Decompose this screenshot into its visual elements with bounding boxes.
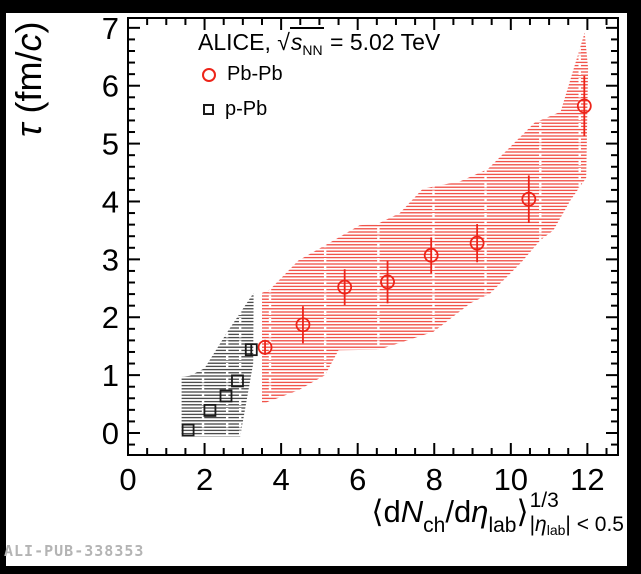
y-title-c: c bbox=[8, 33, 49, 52]
x-title-N: N bbox=[400, 494, 424, 529]
sqrt-radicand: sNN bbox=[289, 27, 324, 58]
y-title-mid: (fm/ bbox=[8, 51, 49, 124]
x-tick-label: 2 bbox=[196, 462, 213, 497]
y-tick-label: 7 bbox=[102, 11, 119, 46]
x-tick-label: 8 bbox=[426, 462, 443, 497]
y-tick-label: 2 bbox=[102, 300, 119, 335]
data-point-circle bbox=[423, 247, 439, 263]
data-point-circle bbox=[469, 235, 485, 251]
y-tick-label: 0 bbox=[102, 416, 119, 451]
legend: ALICE, √sNN = 5.02 TeV Pb-Pb p-Pb bbox=[196, 27, 476, 127]
x-title-slash-d: /d bbox=[445, 494, 472, 529]
legend-label-ppb: p-Pb bbox=[225, 98, 268, 120]
pbpb-data-points bbox=[257, 75, 592, 355]
axis-ticks bbox=[127, 18, 618, 455]
ppb-data-points bbox=[181, 343, 258, 437]
cond-bar: | bbox=[529, 513, 536, 537]
x-title-exponent: 1/3 bbox=[529, 489, 559, 512]
x-title-lab-sub: lab bbox=[488, 514, 517, 537]
cond-eta: η bbox=[535, 513, 547, 537]
legend-entry-pbpb: Pb-Pb bbox=[202, 63, 283, 86]
figure-id-watermark: ALI-PUB-338353 bbox=[4, 542, 145, 560]
data-point-circle bbox=[295, 317, 311, 333]
x-tick-label: 10 bbox=[494, 462, 528, 497]
angle-open: ⟨ bbox=[371, 494, 384, 529]
y-title-close: ) bbox=[8, 21, 49, 34]
data-point-square bbox=[244, 343, 258, 357]
data-point-circle bbox=[380, 274, 395, 290]
sqrt-s: s bbox=[290, 29, 303, 55]
y-tick-label: 3 bbox=[102, 242, 119, 277]
x-tick-label: 0 bbox=[119, 462, 136, 497]
sqrt-nn-subscript: NN bbox=[302, 42, 323, 58]
legend-energy-text: = 5.02 TeV bbox=[323, 29, 441, 55]
legend-alice-text: ALICE, bbox=[198, 29, 278, 55]
y-tick-label: 4 bbox=[102, 184, 119, 219]
x-title-eta: η bbox=[471, 494, 489, 529]
data-point-square bbox=[203, 404, 217, 417]
data-point-square bbox=[231, 374, 244, 388]
y-axis-title: τ (fm/c) bbox=[8, 22, 50, 137]
legend-header: ALICE, √sNN = 5.02 TeV bbox=[198, 27, 441, 58]
legend-label-pbpb: Pb-Pb bbox=[227, 63, 283, 85]
data-point-circle bbox=[337, 279, 353, 295]
x-title-exponent-stack: 1/3 |ηlab| < 0.5 bbox=[529, 489, 624, 538]
open-circle-marker-icon bbox=[202, 67, 216, 82]
sqrt-symbol: √ bbox=[277, 29, 290, 55]
data-point-circle bbox=[257, 339, 273, 355]
data-point-circle bbox=[521, 191, 537, 207]
ppb-syst-band bbox=[181, 292, 254, 437]
cond-lab-sub: lab bbox=[546, 522, 566, 539]
x-tick-label: 12 bbox=[570, 462, 604, 497]
x-title-condition: |ηlab| < 0.5 bbox=[530, 514, 624, 538]
x-tick-label: 4 bbox=[273, 462, 290, 497]
x-title-main: ⟨dNch/dηlab⟩ bbox=[371, 494, 529, 537]
x-tick-label: 6 bbox=[349, 462, 366, 497]
y-tick-label: 1 bbox=[102, 358, 119, 393]
x-title-d: d bbox=[383, 494, 401, 529]
x-title-ch-sub: ch bbox=[423, 514, 446, 537]
angle-close: ⟩ bbox=[516, 494, 529, 529]
data-point-square bbox=[181, 423, 195, 437]
y-tick-label: 5 bbox=[102, 127, 119, 162]
y-tick-label: 6 bbox=[102, 69, 119, 104]
y-title-tau: τ bbox=[8, 123, 49, 137]
legend-entry-ppb: p-Pb bbox=[203, 98, 267, 121]
data-point-square bbox=[219, 389, 233, 403]
cond-rest: | < 0.5 bbox=[565, 513, 624, 537]
x-axis-title: ⟨dNch/dηlab⟩ 1/3 |ηlab| < 0.5 bbox=[371, 489, 624, 540]
data-point-circle bbox=[576, 98, 592, 114]
open-square-marker-icon bbox=[203, 104, 214, 115]
band-separators bbox=[201, 292, 242, 437]
